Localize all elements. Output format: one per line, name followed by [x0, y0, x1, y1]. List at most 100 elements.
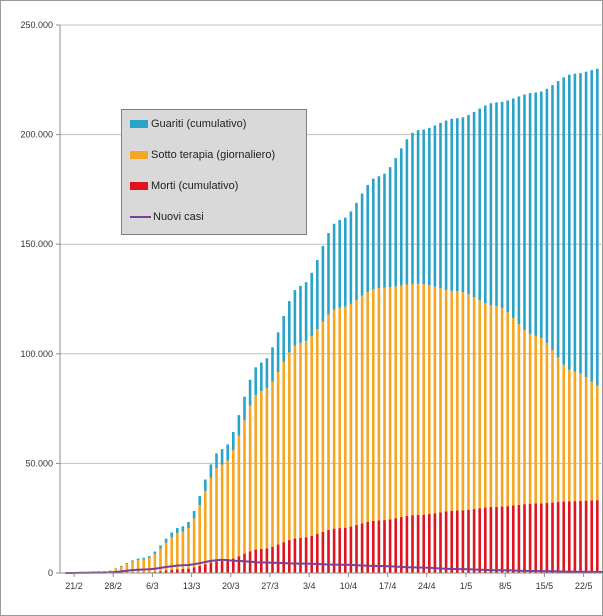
bar-guariti-72	[467, 115, 470, 295]
bars-group	[75, 68, 599, 573]
bar-guariti-53	[360, 193, 364, 296]
bar-morti-55	[372, 520, 375, 573]
bar-sotto-terapia-47	[327, 314, 330, 531]
bar-sotto-terapia-94	[590, 381, 593, 501]
bar-morti-60	[400, 517, 403, 573]
bar-morti-92	[579, 500, 582, 573]
bar-morti-62	[411, 515, 414, 573]
bar-guariti-12	[131, 560, 134, 562]
bar-morti-24	[198, 565, 201, 573]
bar-morti-38	[276, 544, 280, 573]
bar-sotto-terapia-44	[310, 335, 313, 536]
bar-sotto-terapia-91	[573, 371, 577, 502]
legend-line-nuovi-casi	[130, 216, 151, 218]
bar-guariti-27	[215, 453, 218, 469]
x-tick-label-7: 10/4	[340, 581, 358, 591]
bar-sotto-terapia-23	[192, 518, 196, 568]
bar-guariti-60	[400, 148, 403, 286]
bar-morti-76	[489, 507, 493, 573]
bar-guariti-41	[293, 290, 297, 346]
bar-morti-46	[321, 531, 325, 573]
bar-sotto-terapia-59	[394, 286, 397, 519]
bar-guariti-86	[545, 88, 549, 343]
bar-guariti-47	[327, 233, 330, 315]
bar-sotto-terapia-88	[556, 357, 560, 503]
bar-sotto-terapia-33	[248, 405, 252, 552]
bar-morti-48	[332, 528, 336, 573]
bar-guariti-91	[573, 73, 577, 372]
bar-sotto-terapia-9	[114, 568, 117, 573]
bar-guariti-65	[428, 127, 431, 286]
bar-sotto-terapia-56	[377, 288, 381, 521]
bar-guariti-14	[142, 557, 145, 560]
bar-morti-54	[366, 521, 369, 573]
bar-morti-29	[226, 560, 229, 573]
bar-guariti-64	[422, 129, 425, 285]
bar-sotto-terapia-76	[489, 305, 493, 508]
bar-guariti-19	[170, 532, 173, 538]
bar-guariti-83	[528, 93, 532, 335]
bar-sotto-terapia-62	[411, 283, 414, 516]
bar-sotto-terapia-24	[198, 505, 201, 566]
bar-sotto-terapia-13	[136, 560, 140, 573]
bar-sotto-terapia-42	[299, 342, 302, 538]
bar-sotto-terapia-22	[187, 528, 190, 569]
bar-morti-31	[237, 556, 241, 573]
bar-guariti-51	[349, 211, 353, 304]
bar-sotto-terapia-51	[349, 303, 353, 527]
bar-guariti-44	[310, 272, 313, 336]
bar-guariti-89	[562, 77, 565, 365]
bar-sotto-terapia-50	[344, 306, 347, 528]
bar-sotto-terapia-65	[428, 285, 431, 515]
bar-morti-17	[159, 571, 162, 573]
bar-morti-66	[433, 513, 437, 573]
bar-guariti-50	[344, 217, 347, 307]
bar-guariti-45	[316, 259, 319, 330]
y-tick-label-3: 150.000	[20, 239, 53, 249]
bar-morti-94	[590, 500, 593, 573]
bar-morti-75	[484, 507, 487, 573]
bar-guariti-84	[534, 92, 537, 336]
bar-morti-30	[232, 558, 235, 573]
x-tick-label-2: 6/3	[146, 581, 159, 591]
bar-morti-32	[243, 553, 246, 573]
bar-guariti-75	[484, 105, 487, 304]
bar-morti-26	[209, 562, 213, 573]
bar-sotto-terapia-71	[461, 292, 465, 511]
bar-morti-78	[500, 506, 504, 573]
bar-sotto-terapia-54	[366, 291, 369, 522]
bar-morti-70	[456, 510, 459, 573]
bar-morti-51	[349, 526, 353, 573]
bar-morti-88	[556, 502, 560, 573]
bar-morti-37	[271, 546, 274, 573]
bar-guariti-28	[220, 449, 224, 465]
bar-guariti-56	[377, 176, 381, 289]
bar-sotto-terapia-21	[181, 531, 185, 570]
bar-sotto-terapia-72	[467, 294, 470, 510]
bar-sotto-terapia-87	[551, 349, 554, 503]
bar-morti-22	[187, 568, 190, 573]
bar-guariti-80	[512, 98, 515, 318]
bar-guariti-34	[254, 367, 257, 396]
bar-morti-39	[282, 542, 285, 573]
bar-sotto-terapia-69	[450, 290, 453, 511]
bar-morti-86	[545, 503, 549, 573]
bar-guariti-82	[523, 94, 526, 330]
bar-guariti-74	[478, 108, 481, 301]
bar-sotto-terapia-60	[400, 285, 403, 518]
bar-morti-56	[377, 520, 381, 573]
bar-sotto-terapia-29	[226, 460, 229, 561]
y-tick-label-0: 0	[48, 568, 53, 578]
bar-morti-53	[360, 523, 364, 573]
bar-morti-45	[316, 534, 319, 573]
bar-sotto-terapia-19	[170, 537, 173, 570]
bar-sotto-terapia-35	[260, 391, 263, 549]
bar-morti-79	[506, 506, 509, 573]
bar-guariti-67	[439, 122, 442, 289]
bar-morti-27	[215, 561, 218, 573]
bar-guariti-61	[405, 139, 409, 285]
bar-morti-42	[299, 537, 302, 573]
bar-sotto-terapia-84	[534, 335, 537, 504]
legend-label-sotto-terapia: Sotto terapia (giornaliero)	[151, 149, 276, 161]
bar-morti-69	[450, 510, 453, 573]
